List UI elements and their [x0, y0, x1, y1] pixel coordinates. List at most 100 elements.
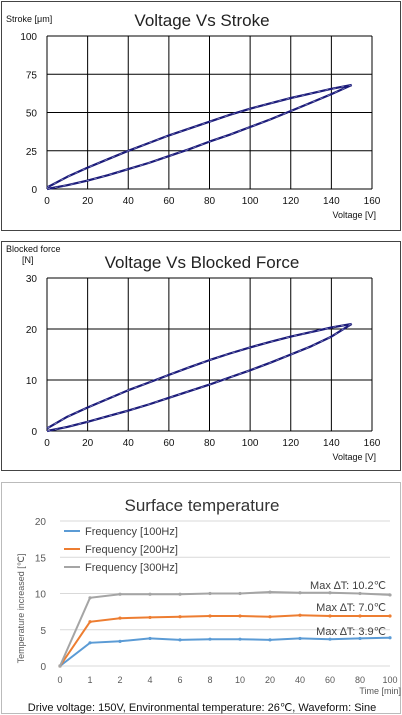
chart2-x-tick-label: 140 — [323, 438, 340, 449]
chart1-x-tick-label: 20 — [82, 196, 94, 207]
chart3-series-2-point — [238, 591, 242, 596]
chart1-title: Voltage Vs Stroke — [134, 11, 269, 30]
temperature-chart-panel: Surface temperature 0 5 10 15 20 0 1 2 4 6 8 10 20 40 6… — [1, 482, 401, 714]
chart1-x-tick-label: 0 — [44, 196, 50, 207]
chart2-series-0-line — [46, 322, 353, 433]
chart3-series-1-line — [59, 614, 390, 667]
chart3-series-1-point — [118, 616, 122, 620]
chart1-x-tick-label: 80 — [204, 196, 216, 207]
chart3-series-0-line — [59, 636, 391, 667]
chart3-y-tick-label: 5 — [40, 626, 46, 637]
chart3-series-1-point — [358, 614, 362, 618]
chart1-series-1-texture — [46, 84, 352, 188]
chart3-series-0-point — [88, 641, 92, 645]
chart3-series-2-point — [178, 592, 182, 596]
chart2-ylabel: Blocked force — [6, 244, 61, 254]
chart3-series-1-point — [208, 614, 212, 618]
chart1-y-tick-label: 100 — [20, 32, 37, 43]
chart3-legend-label-2: Frequency [300Hz] — [85, 562, 178, 574]
chart1-series-0-texture — [46, 84, 352, 190]
chart1-x-tick-label: 140 — [323, 196, 340, 207]
chart2-x-tick-label: 120 — [282, 438, 299, 449]
chart3-x-tick-label: 100 — [382, 675, 397, 685]
chart3-series-1-point — [178, 615, 182, 619]
chart3-ylabel: Temperature increased [℃] — [16, 554, 26, 664]
chart3-footnote: Drive voltage: 150V, Environmental tempe… — [28, 702, 376, 714]
chart1-x-tick-label: 120 — [282, 196, 299, 207]
chart3-annotation-0: Max ∆T: 10.2℃ — [310, 580, 386, 592]
chart3-series-2-point — [118, 592, 122, 596]
chart3-series-0-point — [358, 636, 362, 641]
chart3-x-tick-label: 2 — [117, 675, 122, 685]
chart3-x-tick-label: 8 — [207, 675, 212, 685]
chart1-xlabel: Voltage [V] — [332, 210, 376, 220]
chart3-series-2-line — [59, 590, 391, 667]
chart1-x-tick-label: 60 — [163, 196, 175, 207]
chart3-title: Surface temperature — [125, 496, 280, 515]
chart3-series-1-point — [388, 614, 392, 618]
chart3-y-tick-label: 20 — [35, 517, 47, 528]
chart2-xlabel: Voltage [V] — [332, 452, 376, 462]
chart1-y-tick-label: 50 — [26, 109, 38, 120]
chart1-series-0-line — [46, 83, 353, 191]
chart2-x-tick-label: 0 — [44, 438, 50, 449]
chart3-series-0-point — [328, 637, 332, 641]
chart3-series-2-point — [148, 592, 152, 596]
chart1-series-1-line — [46, 83, 352, 189]
chart3-series-0-point — [118, 639, 122, 643]
chart3-series-2-point — [58, 664, 62, 668]
chart3-legend-label-1: Frequency [200Hz] — [85, 544, 178, 556]
chart3-series-2-point — [88, 596, 92, 600]
chart2-title: Voltage Vs Blocked Force — [105, 253, 300, 272]
chart3-series-1-point — [88, 620, 92, 624]
chart3-series-1-point — [328, 614, 332, 618]
chart3-annotation-1: Max ∆T: 7.0℃ — [316, 602, 386, 614]
chart3-series-2-point — [328, 591, 332, 595]
chart1-x-tick-label: 100 — [242, 196, 259, 207]
chart3-y-tick-label: 10 — [35, 590, 47, 601]
chart3-x-tick-label: 60 — [325, 675, 335, 685]
chart1-y-tick-label: 0 — [31, 185, 37, 196]
chart3-series-1-point — [238, 614, 242, 618]
chart3-y-tick-label: 15 — [35, 553, 47, 564]
chart3-series-2-point — [268, 590, 272, 594]
chart2-y-tick-label: 30 — [26, 274, 38, 285]
chart2-x-tick-label: 100 — [242, 438, 259, 449]
chart2-x-tick-label: 60 — [163, 438, 175, 449]
chart3-series-1-point — [148, 615, 152, 620]
chart1-y-tick-label: 75 — [26, 70, 38, 81]
force-chart: Voltage Vs Blocked Force Blocked force[N]… — [6, 244, 381, 462]
chart3-series-0-point — [268, 638, 272, 642]
temperature-chart: Surface temperature 0 5 10 15 20 0 1 2 4 6 8 10 20 40 6… — [16, 496, 401, 714]
force-chart-panel: Voltage Vs Blocked Force Blocked force [N]… — [1, 241, 401, 471]
stroke-chart: Voltage Vs Stroke Stroke [μm] 0 20 40 60 80 100… — [6, 11, 381, 220]
chart3-legend-label-0: Frequency [100Hz] — [85, 526, 178, 538]
chart3-x-tick-label: 1 — [87, 675, 92, 685]
chart3-x-tick-label: 10 — [235, 675, 245, 685]
chart3-series-0-point — [388, 636, 392, 640]
chart2-x-tick-label: 20 — [82, 438, 94, 449]
chart2-x-tick-label: 40 — [123, 438, 135, 449]
chart3-series-0-point — [298, 636, 302, 641]
chart3-x-tick-label: 0 — [57, 675, 62, 685]
stroke-chart-panel: Voltage Vs Stroke Stroke [μm] 0 20 40 60 80 100… — [1, 1, 401, 231]
chart3-xlabel: Time [min] — [359, 686, 401, 696]
chart3-series-2-point — [358, 591, 362, 596]
chart3-x-tick-label: 80 — [355, 675, 365, 685]
chart3-series-2-point — [298, 591, 302, 595]
chart2-x-tick-label: 80 — [204, 438, 216, 449]
chart3-x-tick-label: 40 — [295, 675, 305, 685]
chart3-annotation-2: Max ∆T: 3.9℃ — [316, 626, 386, 638]
chart3-series-0-point — [148, 636, 152, 641]
chart2-x-tick-label: 160 — [364, 438, 381, 449]
chart2-ylabel-unit: [N] — [22, 255, 34, 265]
chart3-series-0-point — [178, 638, 182, 642]
chart1-x-tick-label: 40 — [123, 196, 135, 207]
chart2-series-1-line — [46, 322, 352, 430]
chart3-series-2-point — [208, 591, 212, 596]
chart2-series-1-texture — [46, 323, 352, 429]
chart2-y-tick-label: 0 — [31, 427, 37, 438]
chart3-series-0-point — [208, 637, 212, 641]
chart1-ylabel: Stroke [μm] — [6, 14, 52, 24]
chart3-series-1-point — [298, 613, 302, 617]
